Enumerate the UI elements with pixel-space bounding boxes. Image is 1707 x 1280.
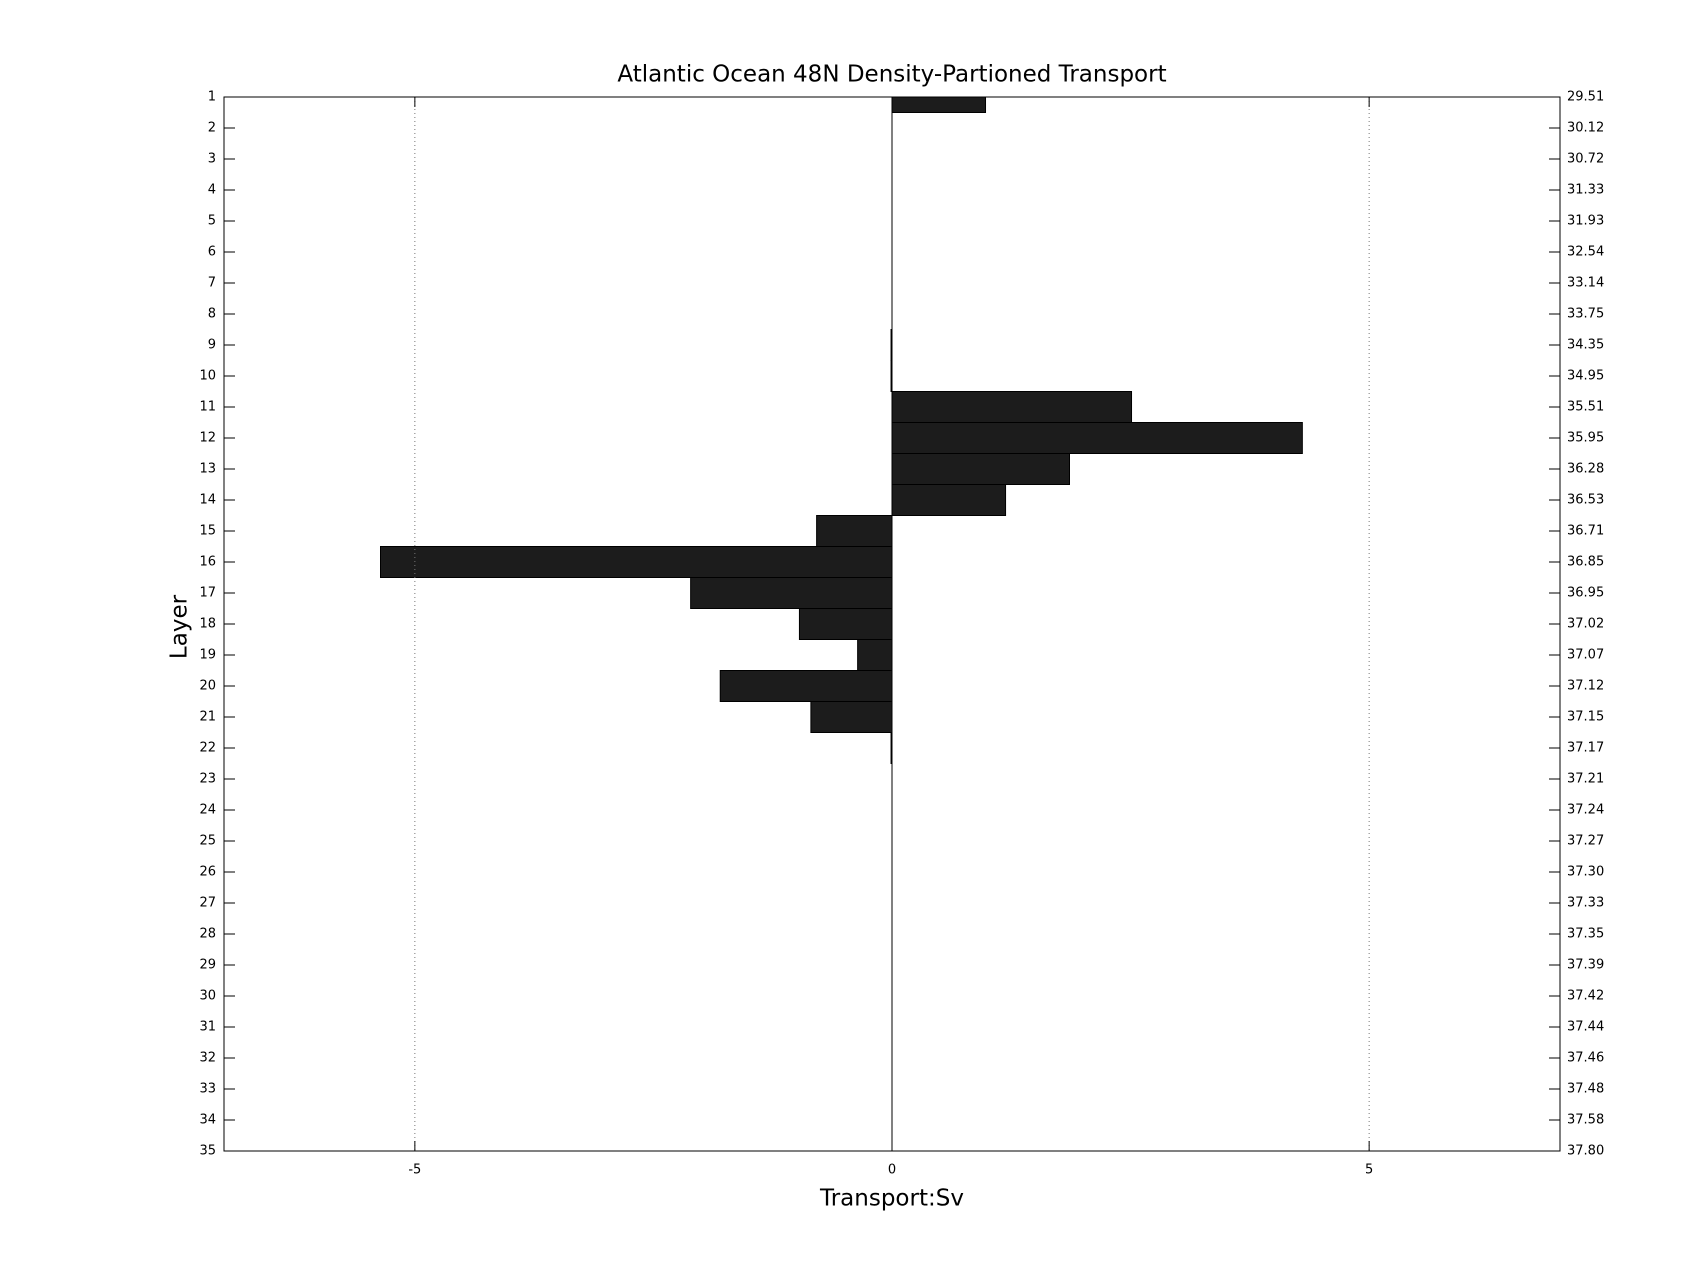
bar — [891, 97, 987, 113]
plot-frame — [223, 96, 1561, 1152]
y2-tick-label: 29.51 — [1567, 90, 1604, 105]
y2-tick-label: 37.80 — [1567, 1144, 1604, 1159]
y-tick-label: 15 — [199, 524, 216, 539]
bar — [810, 701, 893, 733]
y2-tick-label: 33.75 — [1567, 307, 1604, 322]
y-tick-label: 21 — [199, 710, 216, 725]
y-tick-label: 26 — [199, 865, 216, 880]
y2-tick-label: 37.39 — [1567, 958, 1604, 973]
y-tick-label: 35 — [199, 1144, 216, 1159]
bar — [690, 577, 893, 609]
y2-tick-label: 36.28 — [1567, 462, 1604, 477]
bar — [719, 670, 893, 702]
bar — [857, 639, 893, 671]
y-tick-label: 34 — [199, 1113, 216, 1128]
y2-tick-label: 37.48 — [1567, 1082, 1604, 1097]
bar — [891, 391, 1133, 423]
y-tick-label: 2 — [208, 121, 216, 136]
chart-title: Atlantic Ocean 48N Density-Partioned Tra… — [617, 62, 1166, 88]
y2-tick-label: 37.27 — [1567, 834, 1604, 849]
y-tick-label: 6 — [208, 245, 216, 260]
y-axis-label: Layer — [167, 594, 193, 659]
y2-tick-label: 31.33 — [1567, 183, 1604, 198]
bar — [891, 453, 1070, 485]
y-tick-label: 13 — [199, 462, 216, 477]
y2-tick-label: 35.51 — [1567, 400, 1604, 415]
y-tick-label: 8 — [208, 307, 216, 322]
y2-tick-label: 30.12 — [1567, 121, 1604, 136]
y-tick-label: 22 — [199, 741, 216, 756]
y2-tick-label: 34.95 — [1567, 369, 1604, 384]
y2-tick-label: 37.46 — [1567, 1051, 1604, 1066]
bar — [816, 515, 893, 547]
y-tick-label: 33 — [199, 1082, 216, 1097]
y2-tick-label: 36.95 — [1567, 586, 1604, 601]
y2-tick-label: 34.35 — [1567, 338, 1604, 353]
y2-tick-label: 36.85 — [1567, 555, 1604, 570]
y-tick-label: 25 — [199, 834, 216, 849]
y2-tick-label: 37.30 — [1567, 865, 1604, 880]
y2-tick-label: 37.17 — [1567, 741, 1604, 756]
y-tick-label: 7 — [208, 276, 216, 291]
y2-tick-label: 32.54 — [1567, 245, 1604, 260]
y2-tick-label: 37.58 — [1567, 1113, 1604, 1128]
bar — [891, 484, 1007, 516]
y-tick-label: 28 — [199, 927, 216, 942]
y-tick-label: 30 — [199, 989, 216, 1004]
y-tick-label: 32 — [199, 1051, 216, 1066]
y2-tick-label: 37.35 — [1567, 927, 1604, 942]
y-tick-label: 18 — [199, 617, 216, 632]
y-tick-label: 10 — [199, 369, 216, 384]
y2-tick-label: 31.93 — [1567, 214, 1604, 229]
y2-tick-label: 37.21 — [1567, 772, 1604, 787]
x-tick-label: 0 — [888, 1163, 896, 1178]
bar — [798, 608, 893, 640]
y2-tick-label: 37.12 — [1567, 679, 1604, 694]
y-tick-label: 16 — [199, 555, 216, 570]
y-tick-label: 27 — [199, 896, 216, 911]
y2-tick-label: 33.14 — [1567, 276, 1604, 291]
y2-tick-label: 37.15 — [1567, 710, 1604, 725]
y2-tick-label: 37.33 — [1567, 896, 1604, 911]
y2-tick-label: 37.07 — [1567, 648, 1604, 663]
bar — [380, 546, 893, 578]
y2-tick-label: 37.44 — [1567, 1020, 1604, 1035]
y-tick-label: 20 — [199, 679, 216, 694]
y2-tick-label: 36.53 — [1567, 493, 1604, 508]
x-tick-label: 5 — [1365, 1163, 1373, 1178]
y2-tick-label: 37.02 — [1567, 617, 1604, 632]
y-tick-label: 9 — [208, 338, 216, 353]
y-tick-label: 14 — [199, 493, 216, 508]
y-tick-label: 17 — [199, 586, 216, 601]
y-tick-label: 19 — [199, 648, 216, 663]
y-tick-label: 24 — [199, 803, 216, 818]
y2-tick-label: 37.42 — [1567, 989, 1604, 1004]
y-tick-label: 29 — [199, 958, 216, 973]
y2-tick-label: 36.71 — [1567, 524, 1604, 539]
x-tick-label: -5 — [408, 1163, 421, 1178]
y-tick-label: 23 — [199, 772, 216, 787]
y2-tick-label: 37.24 — [1567, 803, 1604, 818]
y-tick-label: 4 — [208, 183, 216, 198]
y2-tick-label: 35.95 — [1567, 431, 1604, 446]
x-axis-label: Transport:Sv — [819, 1186, 964, 1212]
bar — [891, 422, 1303, 454]
y-tick-label: 1 — [208, 90, 216, 105]
y-tick-label: 12 — [199, 431, 216, 446]
y-tick-label: 11 — [199, 400, 216, 415]
y-tick-label: 3 — [208, 152, 216, 167]
y-tick-label: 31 — [199, 1020, 216, 1035]
y-tick-label: 5 — [208, 214, 216, 229]
y2-tick-label: 30.72 — [1567, 152, 1604, 167]
bars — [380, 97, 1303, 764]
